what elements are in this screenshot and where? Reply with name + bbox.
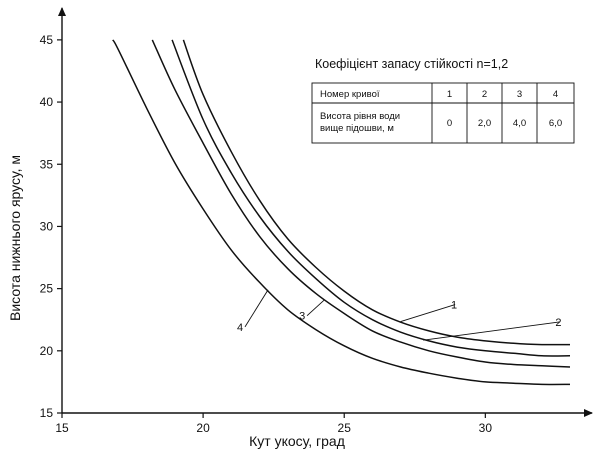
curve-1 — [182, 39, 571, 346]
legend-water-level: 4,0 — [513, 118, 526, 129]
curve-2 — [171, 39, 571, 357]
y-tick-label: 15 — [40, 406, 54, 420]
curve-3 — [151, 39, 571, 368]
x-tick-label: 15 — [55, 421, 69, 435]
legend-curve-number: 3 — [517, 89, 522, 100]
curve-label-leader — [423, 321, 560, 341]
legend-water-level: 0 — [447, 118, 452, 129]
legend-curve-number: 1 — [447, 89, 452, 100]
legend-water-level: 2,0 — [478, 118, 491, 129]
curve-label: 4 — [237, 322, 243, 334]
curves-group — [112, 39, 571, 386]
curve-label: 2 — [555, 317, 561, 329]
y-tick-label: 30 — [40, 219, 54, 233]
legend-title: Коефіцієнт запасу стійкості n=1,2 — [315, 57, 508, 71]
y-tick-label: 40 — [40, 95, 54, 109]
curve-label: 1 — [451, 300, 457, 312]
y-tick-label: 25 — [40, 282, 54, 296]
x-axis-title: Кут укосу, град — [249, 433, 345, 449]
legend-curve-number: 4 — [553, 89, 558, 100]
legend-header-label: Номер кривої — [320, 89, 380, 100]
curve-label-leader — [244, 289, 269, 328]
legend-row-label-line2: вище підошви, м — [320, 123, 394, 134]
legend-table-frame — [311, 82, 575, 144]
legend-water-level: 6,0 — [549, 118, 562, 129]
legend-curve-number: 2 — [482, 89, 487, 100]
curve-4 — [112, 39, 571, 386]
x-tick-label: 20 — [196, 421, 210, 435]
legend-table: Номер кривої Висота рівня води вище підо… — [311, 82, 575, 144]
curve-label-leader — [306, 299, 325, 317]
curve-labels-group: 1 2 3 4 — [237, 289, 562, 341]
legend-row-label-line1: Висота рівня води — [320, 111, 400, 122]
curve-label-leader — [400, 304, 456, 323]
y-tick-label: 20 — [40, 344, 54, 358]
curve-label: 3 — [299, 311, 305, 323]
x-tick-label: 25 — [338, 421, 352, 435]
x-tick-label: 30 — [479, 421, 493, 435]
y-tick-label: 35 — [40, 157, 54, 171]
y-axis-title: Висота нижнього ярусу, м — [7, 155, 23, 321]
y-tick-label: 45 — [40, 33, 54, 47]
